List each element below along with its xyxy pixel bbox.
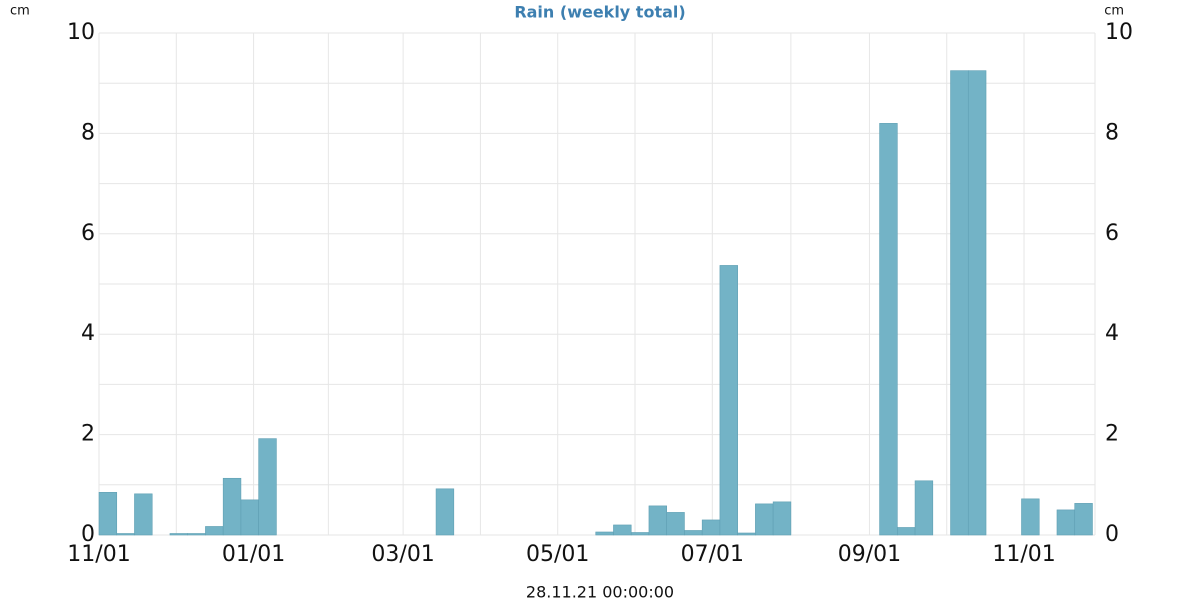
y2-tick-label: 8: [1105, 120, 1119, 145]
chart-title: Rain (weekly total): [514, 3, 685, 22]
y-tick-label: 0: [81, 522, 95, 547]
bar: [684, 530, 703, 536]
bar: [205, 526, 224, 536]
bar: [914, 480, 934, 536]
y-tick-label: 2: [81, 422, 95, 447]
bar: [967, 70, 987, 536]
y-tick-label: 6: [81, 221, 95, 246]
bar: [1074, 503, 1093, 536]
x-tick-label: 05/01: [526, 542, 589, 567]
x-tick-label: 11/01: [67, 542, 130, 567]
y2-tick-label: 4: [1105, 321, 1119, 346]
x-tick-label: 03/01: [371, 542, 434, 567]
y2-tick-label: 0: [1105, 522, 1119, 547]
y2-tick-label: 10: [1105, 20, 1133, 45]
bar: [897, 527, 916, 536]
bar: [258, 438, 277, 536]
bar: [666, 512, 685, 536]
y2-tick-label: 2: [1105, 422, 1119, 447]
bar: [950, 70, 969, 536]
bar: [737, 532, 756, 536]
bar: [134, 493, 153, 536]
bar: [1021, 498, 1040, 536]
bar: [98, 492, 118, 536]
bar: [755, 503, 774, 536]
bar: [630, 532, 650, 536]
x-tick-label: 07/01: [681, 542, 744, 567]
bar: [1056, 509, 1076, 536]
bar: [187, 533, 206, 536]
y2-axis-label: cm: [1104, 4, 1124, 19]
bar: [879, 123, 898, 536]
bar: [169, 533, 189, 536]
bar: [595, 531, 614, 536]
x-tick-label: 01/01: [222, 542, 285, 567]
y-axis-label: cm: [10, 4, 30, 19]
x-axis-label: 28.11.21 00:00:00: [526, 583, 674, 600]
y-tick-label: 10: [67, 20, 95, 45]
bar: [240, 499, 259, 536]
bar: [772, 501, 792, 536]
bar: [435, 488, 455, 536]
bar: [613, 524, 632, 536]
bar: [116, 533, 135, 536]
bar: [719, 265, 738, 536]
y-tick-label: 8: [81, 120, 95, 145]
y2-tick-label: 6: [1105, 221, 1119, 246]
x-tick-label: 09/01: [838, 542, 901, 567]
bar: [222, 477, 242, 536]
y-tick-label: 4: [81, 321, 95, 346]
bar: [648, 505, 667, 536]
x-tick-label: 11/01: [992, 542, 1055, 567]
bar: [701, 519, 721, 536]
